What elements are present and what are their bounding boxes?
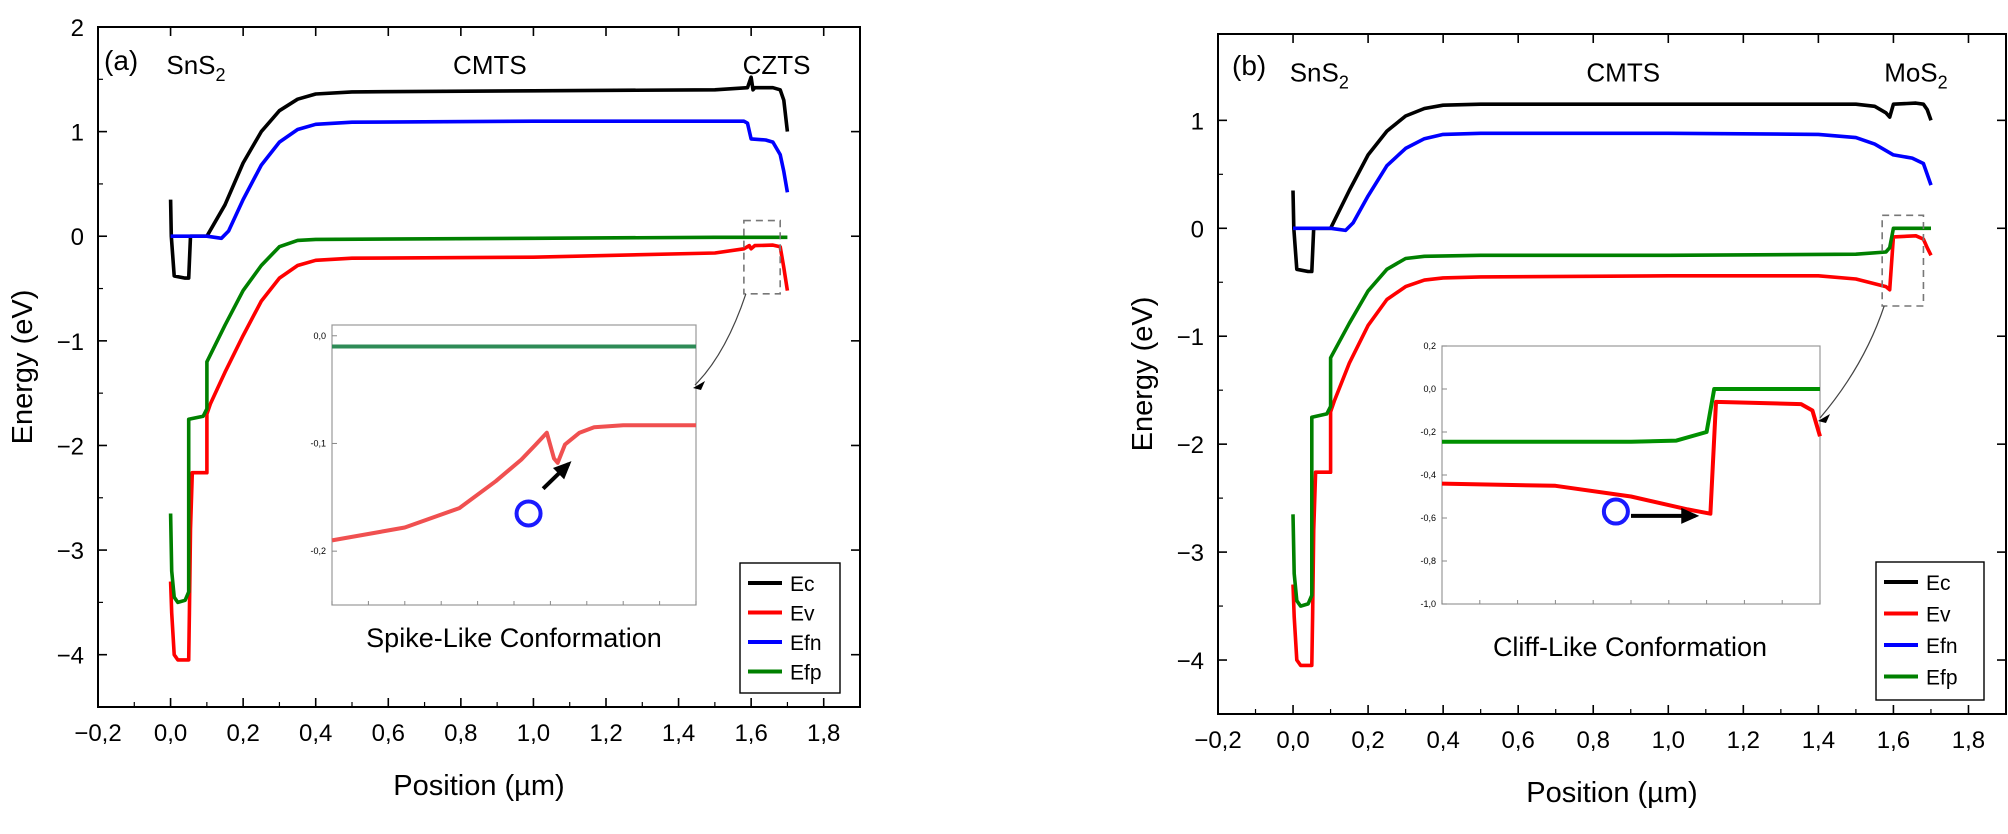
x-axis-label: Position (µm) (393, 770, 564, 802)
panel-b: −0,2 0,0 0,2 0,4 0,6 0,8 1,0 1,2 1,4 1,6 1,8 −4 −3 −2… (1127, 33, 2007, 809)
y-tick-label: −4 (1177, 648, 1204, 675)
inset-y-tick-label: 0,2 (1423, 341, 1436, 351)
x-tick-label: 0,8 (1577, 727, 1610, 754)
inset-title: Cliff-Like Conformation (1493, 632, 1767, 662)
panel-label: (a) (104, 45, 138, 76)
series-line-ev (168, 243, 790, 662)
y-tick-label: −1 (1177, 324, 1204, 351)
y-tick-label: −4 (57, 643, 84, 670)
panel-a: −0,2 0,0 0,2 0,4 0,6 0,8 1,0 1,2 1,4 1,6 1,8 −4 −3 −2… (7, 15, 861, 802)
panel-label: (b) (1232, 50, 1266, 81)
zoom-box (1881, 214, 1925, 307)
inset-y-tick-label: -0,4 (1420, 470, 1436, 480)
y-tick-label: −1 (57, 329, 84, 356)
y-axis-label: Energy (eV) (7, 290, 39, 445)
plot-frame (97, 26, 861, 708)
x-tick-label: −0,2 (74, 720, 121, 747)
y-axis-label: Energy (eV) (1127, 297, 1159, 452)
legend-label: Ev (1926, 604, 1951, 627)
arrow-head-icon (552, 461, 572, 480)
inset-y-tick-label: -0,2 (310, 546, 326, 556)
x-tick-label: 1,6 (734, 720, 767, 747)
x-tick-label: 0,2 (1351, 727, 1384, 754)
y-tick-label: −3 (57, 538, 84, 565)
x-tick-label: 0,2 (226, 720, 259, 747)
inset-y-tick-label: 0,0 (1423, 384, 1436, 394)
inset-y-tick-label: -0,2 (1420, 427, 1436, 437)
region-label: SnS2 (1290, 57, 1349, 92)
inset-series-line-efp (1442, 387, 1820, 444)
x-tick-label: 0,0 (1276, 727, 1309, 754)
inset-title: Spike-Like Conformation (366, 623, 662, 653)
region-label: MoS2 (1884, 57, 1947, 92)
inset-y-tick-label: -0,8 (1420, 556, 1436, 566)
y-tick-label: 2 (71, 15, 84, 42)
x-tick-label: 1,8 (807, 720, 840, 747)
region-label: CZTS (743, 50, 811, 80)
series-line-ev (1291, 234, 1933, 668)
legend-label: Efp (1926, 667, 1958, 690)
inset-y-tick-label: -0,6 (1420, 513, 1436, 523)
x-tick-label: 1,6 (1877, 727, 1910, 754)
x-tick-label: 0,8 (444, 720, 477, 747)
series-line-ec (1291, 101, 1933, 274)
x-tick-label: 0,0 (154, 720, 187, 747)
connector-arrow-icon (693, 381, 705, 390)
legend-label: Ev (790, 603, 815, 626)
inset-y-tick-label: -1,0 (1420, 599, 1436, 609)
y-tick-label: 0 (71, 224, 84, 251)
series-line-efp (1291, 226, 1931, 608)
y-tick-label: −2 (1177, 432, 1204, 459)
y-tick-label: −3 (1177, 540, 1204, 567)
x-tick-label: 1,0 (1652, 727, 1685, 754)
x-tick-label: 1,2 (1727, 727, 1760, 754)
inset-plot: 0,0 -0,1 -0,2 (310, 324, 697, 606)
inset-plot: 0,2 0,0 -0,2 -0,4 -0,6 -0,8 -1,0 (1420, 341, 1822, 609)
region-label: CMTS (1586, 57, 1660, 87)
legend-label: Efn (1926, 635, 1958, 658)
x-tick-label: 1,8 (1952, 727, 1985, 754)
inset-y-tick-label: 0,0 (313, 331, 326, 341)
legend-label: Efn (790, 632, 822, 655)
plot-frame (1217, 33, 2007, 715)
x-tick-label: −0,2 (1194, 727, 1241, 754)
legend-label: Ec (1926, 572, 1951, 595)
series-line-efp (168, 235, 788, 605)
y-tick-label: 0 (1191, 216, 1204, 243)
hole-marker-icon (1601, 497, 1630, 526)
series-line-efn (170, 119, 790, 241)
x-tick-label: 1,0 (517, 720, 550, 747)
x-tick-label: 0,4 (299, 720, 332, 747)
arrow-head-icon (1681, 507, 1700, 524)
legend-label: Efp (790, 662, 822, 685)
inset-series-line-ev (1441, 399, 1822, 516)
zoom-box (743, 219, 781, 295)
x-tick-label: 1,4 (1802, 727, 1835, 754)
zoom-connector (694, 293, 747, 386)
y-tick-label: 1 (71, 120, 84, 147)
series-line-efn (1293, 131, 1933, 233)
x-tick-label: 0,6 (1502, 727, 1535, 754)
zoom-connector (1819, 305, 1885, 419)
x-tick-label: 1,4 (662, 720, 695, 747)
x-tick-label: 0,6 (372, 720, 405, 747)
x-tick-label: 0,4 (1426, 727, 1459, 754)
region-label: CMTS (453, 50, 527, 80)
y-tick-label: −2 (57, 433, 84, 460)
x-tick-label: 1,2 (589, 720, 622, 747)
series-line-ec (168, 75, 790, 280)
inset-y-tick-label: -0,1 (310, 438, 326, 448)
hole-marker-icon (514, 499, 543, 528)
connector-arrow-icon (1818, 414, 1830, 423)
inset-series-line-ev (331, 423, 696, 543)
legend-label: Ec (790, 573, 815, 596)
region-label: SnS2 (166, 50, 225, 85)
x-axis-label: Position (µm) (1526, 777, 1697, 809)
inset-frame (1441, 345, 1821, 605)
y-tick-label: 1 (1191, 108, 1204, 135)
